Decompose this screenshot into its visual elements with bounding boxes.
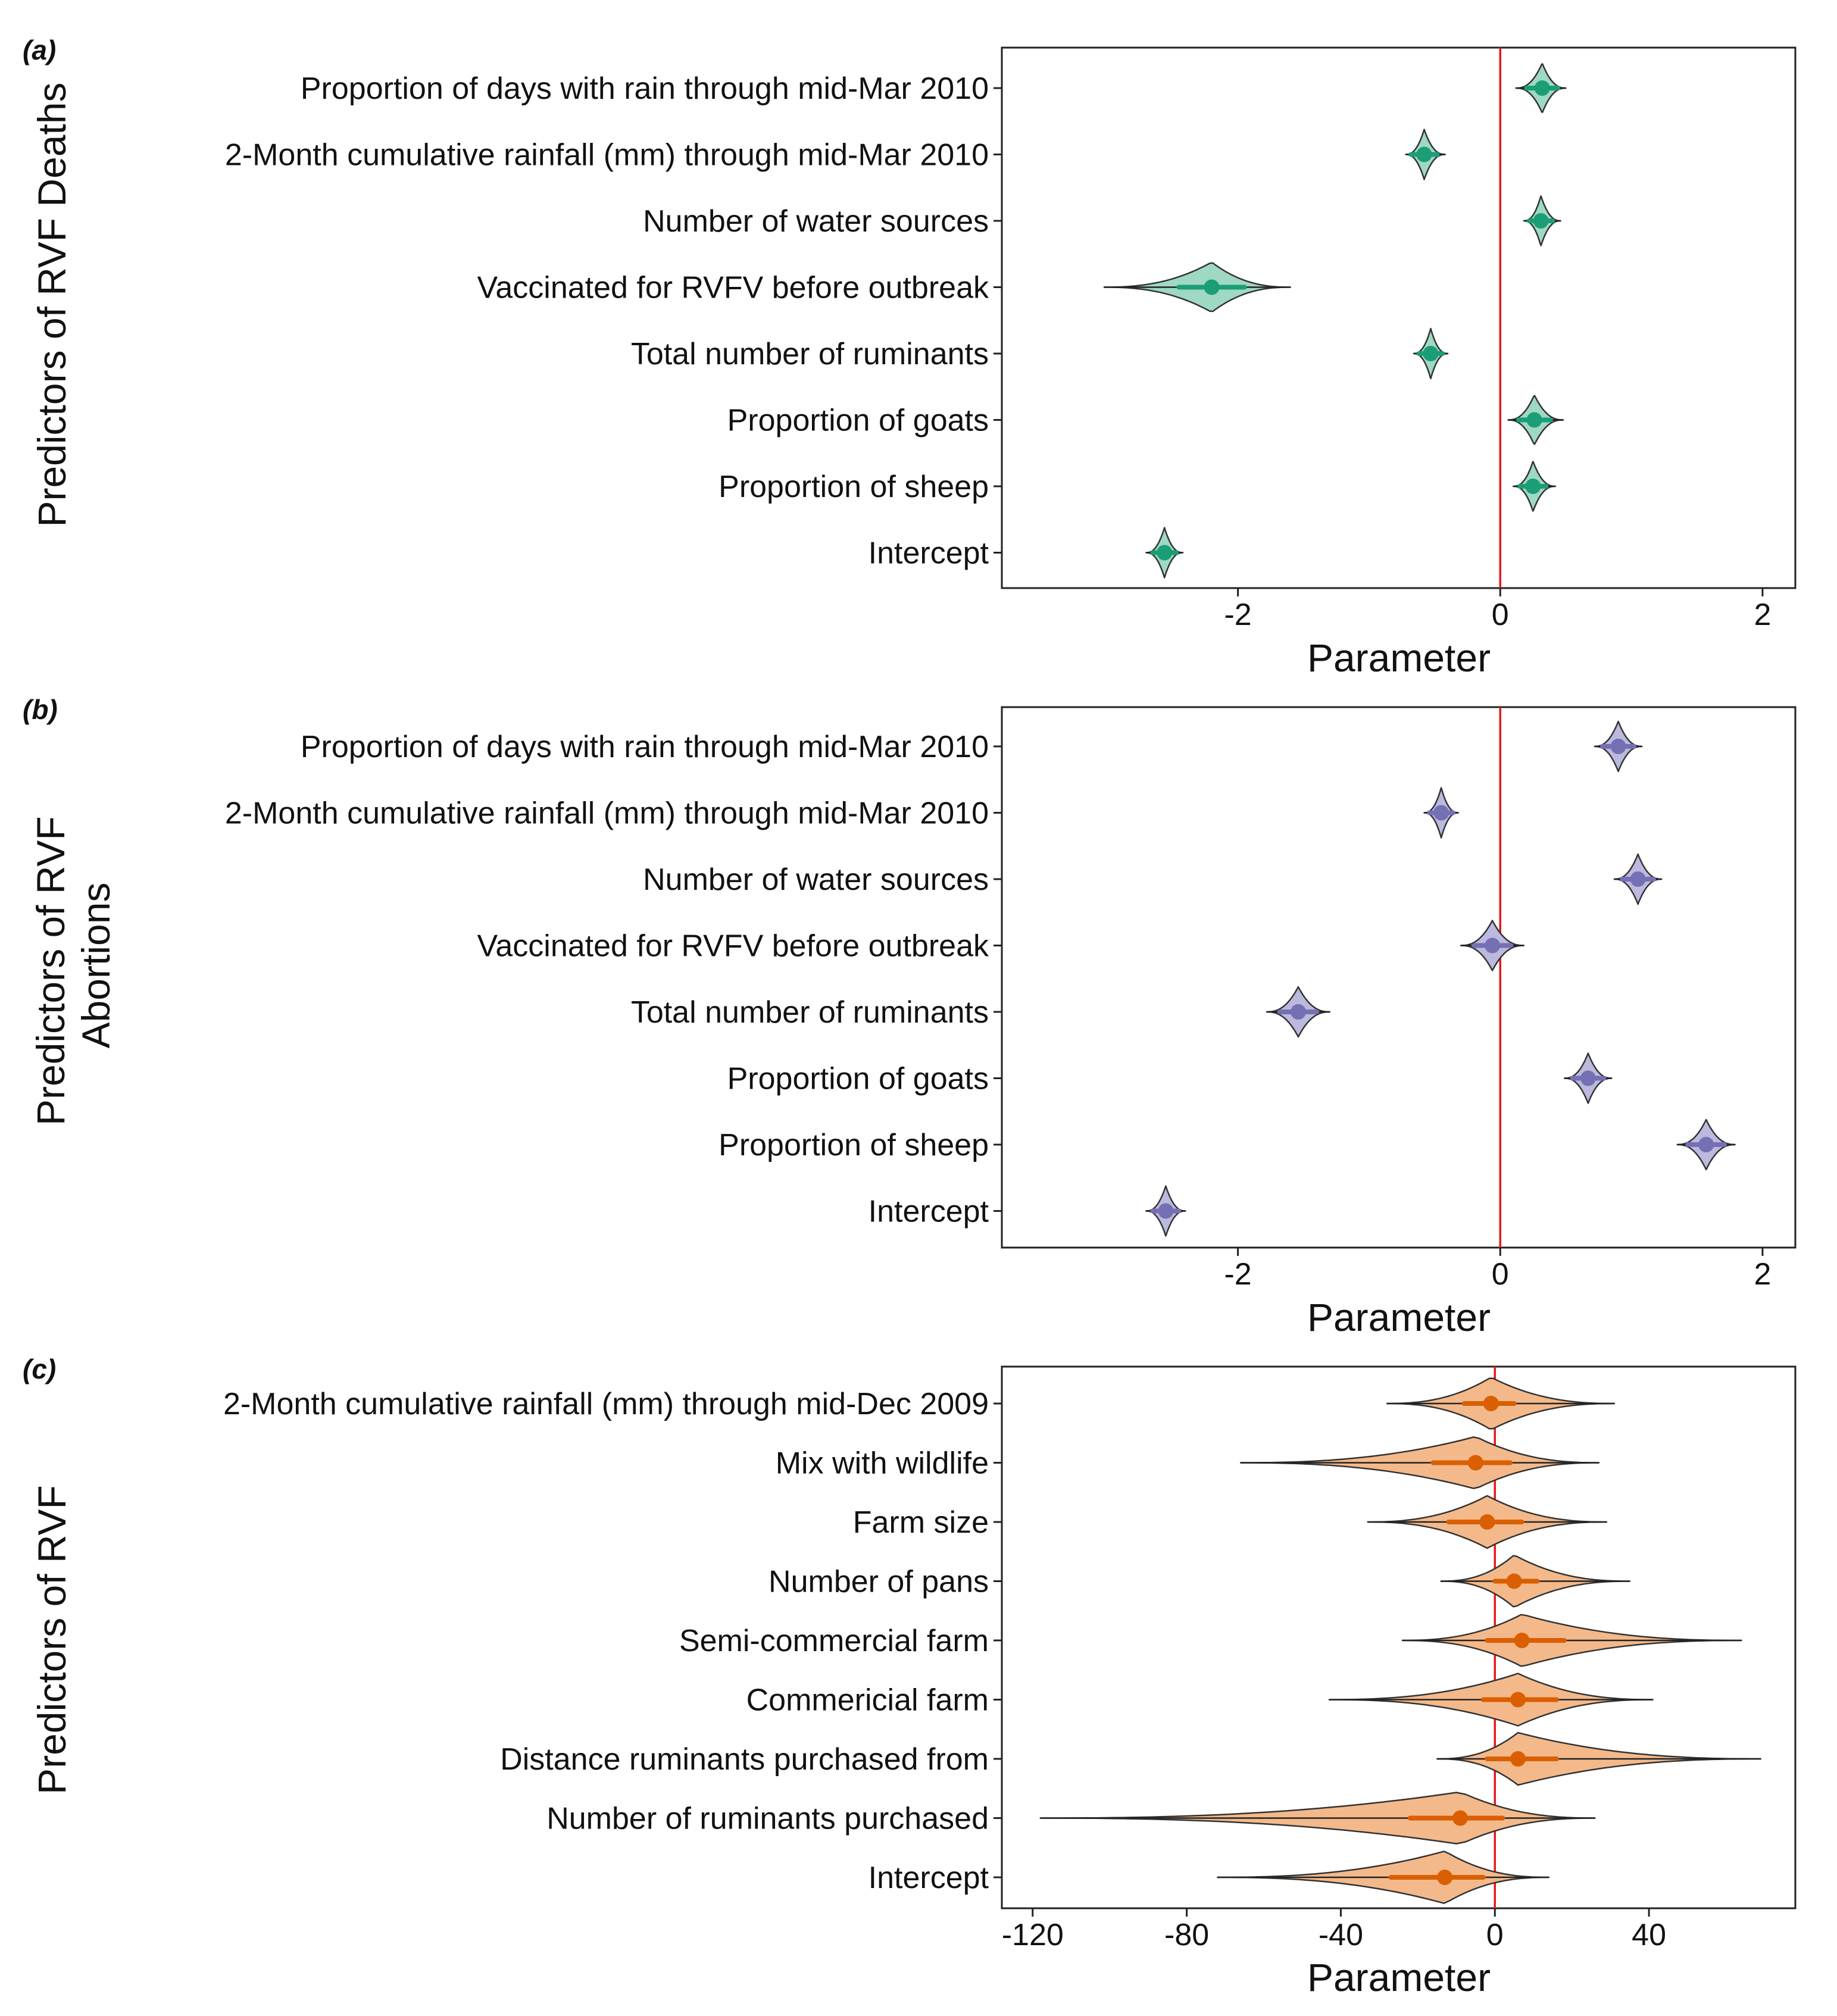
panel-b-plot: -2 0 2 Proportion of days with rain through…: [225, 706, 1797, 1292]
category-label: Vaccinated for RVFV before outbreak: [477, 271, 989, 305]
median-point: [1485, 937, 1501, 954]
median-point: [1467, 1455, 1483, 1471]
category-label: Total number of ruminants: [631, 337, 989, 371]
plot-frame: [1001, 46, 1797, 589]
panel-b-label: (b): [23, 694, 58, 725]
category-label: Distance ruminants purchased from: [500, 1742, 989, 1777]
panel-a-y-axis-title: Predictors of RVF Deaths: [30, 82, 74, 527]
median-point: [1534, 80, 1550, 96]
median-point: [1525, 479, 1541, 494]
x-tick-label: 0: [1486, 1918, 1504, 1952]
panel-c: (c) Predictors of RVF Parameter -120 -80-…: [23, 1354, 1797, 1999]
x-tick-label: -2: [1224, 1257, 1251, 1292]
category-label: Commericial farm: [746, 1683, 989, 1718]
median-point: [1510, 1751, 1526, 1767]
median-point: [1533, 213, 1549, 229]
median-point: [1157, 545, 1173, 561]
category-label: Mix with wildlife: [776, 1446, 989, 1481]
median-point: [1610, 739, 1626, 754]
panel-b: (b) Predictors of RVF Abortions Paramete…: [23, 694, 1797, 1339]
panel-c-label: (c): [23, 1354, 56, 1384]
median-point: [1452, 1810, 1469, 1826]
panel-b-y-axis-title: Predictors of RVF Abortions: [29, 805, 118, 1126]
median-point: [1437, 1870, 1453, 1885]
median-point: [1290, 1004, 1306, 1020]
category-label: Intercept: [868, 1195, 989, 1229]
median-point: [1158, 1203, 1174, 1219]
panel-c-plot: -120 -80 -40 0 40 2-Month cumulative rainfall…: [223, 1365, 1797, 1952]
category-label: 2-Month cumulative rainfall (mm) through…: [225, 138, 989, 173]
category-label: Intercept: [868, 1861, 989, 1895]
category-label: 2-Month cumulative rainfall (mm) through…: [225, 796, 989, 831]
category-label: Semi-commercial farm: [679, 1624, 989, 1658]
panel-c-y-axis-title: Predictors of RVF: [30, 1485, 74, 1795]
category-label: Number of water sources: [643, 862, 989, 897]
x-tick-label: -40: [1319, 1918, 1363, 1952]
category-label: 2-Month cumulative rainfall (mm) through…: [223, 1387, 989, 1421]
median-point: [1506, 1573, 1522, 1589]
median-point: [1630, 871, 1646, 887]
panel-b-x-axis-title: Parameter: [1307, 1295, 1491, 1339]
category-label: Proportion of sheep: [718, 1128, 989, 1162]
plot-frame: [1001, 706, 1797, 1249]
category-label: Proportion of goats: [727, 1062, 989, 1096]
x-tick-label: -120: [1002, 1918, 1064, 1952]
category-label: Total number of ruminants: [631, 995, 989, 1030]
median-point: [1416, 146, 1432, 162]
panel-c-x-axis-title: Parameter: [1307, 1955, 1491, 1999]
panel-a-plot: -2 0 2 Proportion of days with rain through…: [225, 46, 1797, 632]
category-label: Proportion of days with rain through mid…: [301, 730, 989, 764]
x-tick-label: 0: [1492, 598, 1509, 632]
x-tick-label: 0: [1492, 1257, 1509, 1292]
x-tick-label: 2: [1754, 598, 1771, 632]
category-label: Proportion of goats: [727, 404, 989, 438]
panel-b-y-axis-title-line1: Predictors of RVF: [29, 816, 73, 1126]
x-tick-label: 2: [1754, 1257, 1771, 1292]
panel-a-label: (a): [23, 35, 56, 65]
category-label: Farm size: [853, 1505, 989, 1540]
median-point: [1698, 1137, 1714, 1152]
category-label: Number of ruminants purchased: [546, 1802, 989, 1836]
category-label: Number of water sources: [643, 204, 989, 239]
median-point: [1526, 412, 1542, 428]
median-point: [1510, 1692, 1526, 1708]
category-label: Proportion of days with rain through mid…: [301, 71, 989, 106]
x-tick-label: 40: [1632, 1918, 1666, 1952]
median-point: [1204, 279, 1220, 295]
category-label: Intercept: [868, 536, 989, 571]
panel-b-y-axis-title-line2: Abortions: [74, 883, 118, 1049]
category-label: Vaccinated for RVFV before outbreak: [477, 929, 989, 964]
x-tick-label: -2: [1224, 598, 1251, 632]
median-point: [1479, 1514, 1495, 1530]
median-point: [1514, 1633, 1530, 1648]
panel-a: (a) Predictors of RVF Deaths Parameter -…: [23, 35, 1797, 680]
category-label: Number of pans: [768, 1565, 989, 1599]
x-tick-label: -80: [1164, 1918, 1209, 1952]
median-point: [1580, 1070, 1596, 1086]
panel-a-x-axis-title: Parameter: [1307, 636, 1491, 680]
median-point: [1433, 805, 1449, 821]
category-label: Proportion of sheep: [718, 470, 989, 504]
median-point: [1483, 1396, 1499, 1411]
plot-frame: [1001, 1365, 1797, 1909]
median-point: [1423, 346, 1439, 361]
